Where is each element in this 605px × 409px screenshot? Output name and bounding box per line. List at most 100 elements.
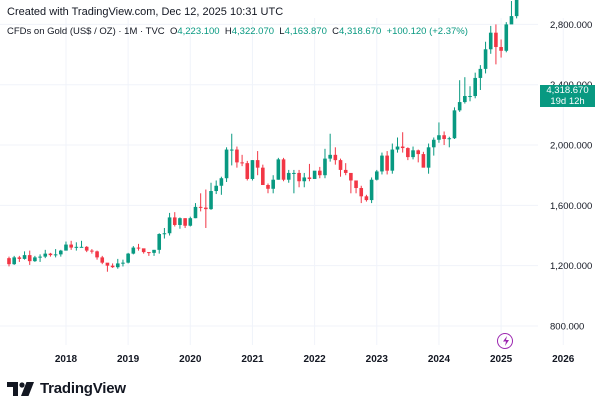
candle [209, 182, 213, 210]
candle [115, 258, 120, 269]
y-tick-label: 1,200.000 [550, 261, 592, 272]
candle [141, 248, 146, 254]
candle-body [53, 254, 58, 256]
candle-body [178, 218, 182, 225]
candle-body [157, 234, 162, 250]
candle-body [400, 146, 405, 149]
candle-body [463, 96, 467, 103]
candle-body [488, 32, 493, 50]
candle-body [421, 154, 426, 168]
candle [421, 151, 426, 168]
candle-body [229, 149, 234, 151]
candle [302, 172, 307, 188]
chart-header: Created with TradingView.com, Dec 12, 20… [7, 6, 284, 18]
candle [172, 212, 177, 227]
candle [354, 180, 358, 194]
candle [152, 249, 156, 256]
candle-body [416, 150, 421, 155]
candles [7, 0, 519, 272]
candle [318, 166, 322, 179]
candle-body [369, 179, 374, 201]
candle [514, 0, 519, 19]
logo-text: TradingView [40, 380, 126, 397]
candle [437, 122, 441, 143]
candle-body [115, 263, 120, 268]
candle-body [343, 169, 348, 173]
candle [416, 149, 421, 163]
symbol-name[interactable]: CFDs on Gold (US$ / OZ) · 1M · TVC [7, 26, 165, 37]
candle-body [354, 180, 358, 189]
open-value: 4,223.100 [177, 26, 220, 37]
candle [468, 86, 472, 102]
candle [504, 22, 509, 53]
candle-body [131, 247, 136, 254]
candle [312, 170, 317, 179]
candle-body [261, 167, 265, 186]
candle [349, 172, 353, 194]
candle [338, 158, 343, 177]
candle [105, 262, 110, 272]
tradingview-logo[interactable]: TradingView [7, 380, 126, 397]
candle [204, 189, 208, 228]
candle [457, 80, 462, 112]
candle-body [406, 148, 410, 158]
candle-body [411, 150, 415, 158]
candle-body [33, 257, 37, 262]
candle-body [214, 185, 218, 192]
candle-body [84, 246, 89, 251]
candle-body [426, 147, 431, 168]
x-tick-label: 2025 [490, 354, 513, 365]
candle-body [188, 218, 193, 226]
candle-body [447, 138, 452, 140]
candle [307, 163, 312, 182]
candle [406, 147, 410, 161]
candle [131, 246, 136, 255]
candle [343, 163, 348, 176]
candle [374, 169, 379, 181]
price-axis[interactable]: 800.0001,200.0001,600.0002,000.0002,400.… [550, 0, 592, 333]
time-axis[interactable]: 2018 2019 2020 2021 2022 2023 2024 2025 2026 [55, 354, 575, 365]
candle-body [59, 250, 63, 255]
candle-body [385, 155, 389, 171]
candle [84, 246, 89, 253]
close-label: C [332, 26, 340, 37]
candle [183, 218, 187, 228]
y-tick-label: 1,600.000 [550, 201, 592, 212]
candle-body [359, 188, 364, 197]
candle-body [271, 179, 275, 189]
x-tick-label: 2024 [428, 354, 451, 365]
lightning-icon[interactable] [497, 333, 513, 349]
candle-body [136, 247, 141, 249]
x-tick-label: 2023 [366, 354, 389, 365]
candle-body [437, 135, 441, 140]
lightning-glyph [503, 336, 509, 346]
candle-body [442, 135, 446, 140]
candle [261, 164, 265, 186]
candle [22, 251, 27, 260]
candle-body [224, 149, 229, 179]
candle-body [302, 177, 307, 182]
candle-body [349, 172, 353, 181]
last-price-badge: 4,318.670 19d 12h [540, 85, 595, 107]
candle-body [121, 262, 125, 264]
candle-body [48, 253, 53, 256]
open-label: O [169, 26, 178, 37]
candle [255, 151, 260, 176]
candle-body [338, 160, 343, 170]
candle [157, 233, 162, 254]
candle [380, 152, 384, 175]
candle-body [167, 217, 172, 234]
candle [395, 137, 400, 153]
bar-countdown: 19d 12h [550, 95, 585, 107]
candle-body [380, 155, 384, 172]
candle [509, 1, 514, 25]
candle-body [281, 159, 286, 180]
candle-body [473, 77, 477, 97]
candle [390, 143, 395, 174]
candle [110, 263, 115, 268]
candle-body [499, 47, 503, 51]
candle [292, 169, 296, 194]
candle [235, 146, 239, 168]
chart-grid [0, 18, 564, 345]
